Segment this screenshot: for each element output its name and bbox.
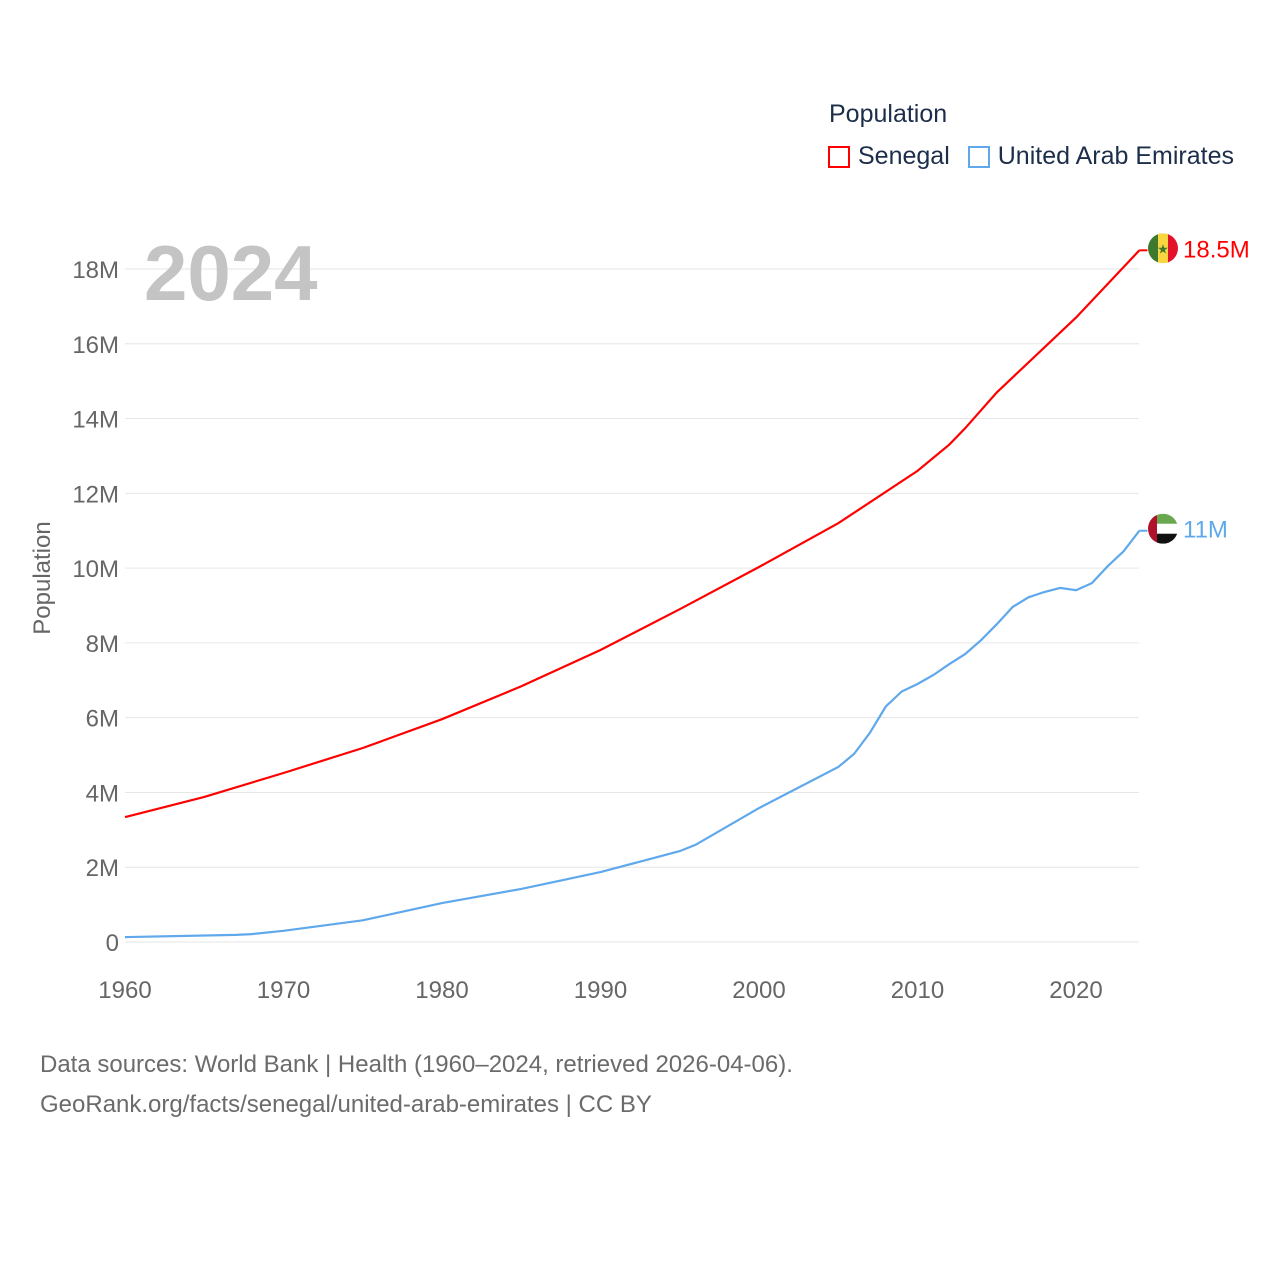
series-line-uae: [124, 530, 1141, 939]
end-value-label: 18.5M: [1183, 236, 1250, 263]
y-tick-label: 12M: [72, 481, 119, 508]
uae-flag-icon: [1148, 513, 1178, 544]
x-tick-label: 1980: [415, 977, 468, 1004]
x-tick-label: 1970: [257, 977, 310, 1004]
y-tick-label: 4M: [86, 780, 119, 807]
footer: Data sources: World Bank | Health (1960–…: [40, 1045, 793, 1125]
y-tick-label: 8M: [86, 631, 119, 658]
x-tick-label: 2020: [1049, 977, 1102, 1004]
legend-item-uae[interactable]: United Arab Emirates: [967, 142, 1234, 171]
x-tick-label: 2010: [891, 977, 944, 1004]
legend-title: Population: [829, 100, 948, 128]
legend-swatch-senegal: [828, 145, 850, 168]
attribution-link[interactable]: GeoRank.org/facts/senegal/united-arab-em…: [40, 1091, 652, 1118]
y-tick-label: 0: [106, 930, 119, 957]
x-tick-label: 1960: [98, 977, 151, 1004]
legend-item-senegal[interactable]: Senegal: [828, 142, 950, 171]
y-tick-label: 16M: [72, 332, 119, 359]
legend: Senegal United Arab Emirates: [828, 142, 1252, 171]
x-tick-label: 1990: [574, 977, 627, 1004]
series-line-senegal: [124, 249, 1141, 819]
current-year-label: 2024: [144, 229, 318, 317]
x-tick-label: 2000: [732, 977, 785, 1004]
data-source-text: Data sources: World Bank | Health (1960–…: [40, 1051, 793, 1078]
y-tick-label: 14M: [72, 407, 119, 434]
end-value-label: 11M: [1183, 517, 1228, 544]
legend-swatch-uae: [967, 145, 990, 168]
svg-text:★: ★: [1157, 241, 1169, 256]
y-axis-label: Population: [29, 521, 56, 634]
y-tick-label: 2M: [86, 855, 119, 882]
y-tick-label: 6M: [86, 706, 119, 733]
y-tick-label: 18M: [72, 257, 119, 284]
legend-label: United Arab Emirates: [997, 142, 1234, 170]
legend-label: Senegal: [858, 142, 950, 170]
senegal-flag-icon: ★: [1148, 233, 1178, 264]
y-tick-label: 10M: [72, 556, 119, 583]
